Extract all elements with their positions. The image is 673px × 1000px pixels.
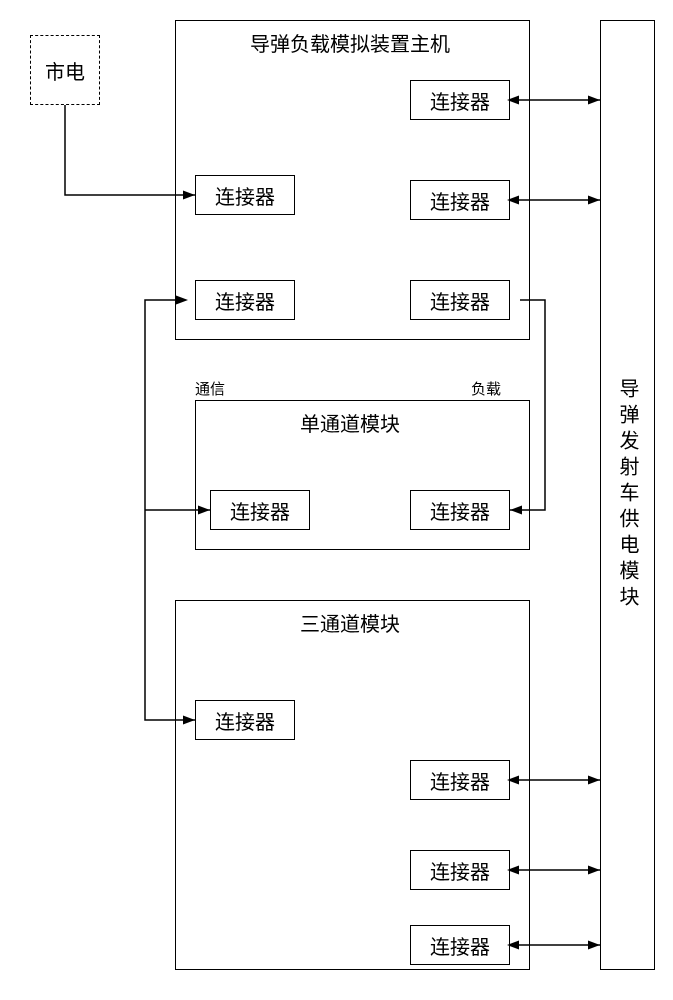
host-conn-right-bot: 连接器	[410, 280, 510, 320]
single-conn-right: 连接器	[410, 490, 510, 530]
triple-conn-right-bot: 连接器	[410, 925, 510, 965]
triple-conn-left: 连接器	[195, 700, 295, 740]
power-module-label: 导弹发射车供电模块	[613, 378, 642, 612]
host-conn-left-bot: 连接器	[195, 280, 295, 320]
triple-conn-right-top: 连接器	[410, 760, 510, 800]
host-conn-left-bot-label: 连接器	[215, 286, 275, 315]
triple-conn-right-mid-label: 连接器	[430, 856, 490, 885]
host-conn-right-bot-label: 连接器	[430, 286, 490, 315]
single-conn-right-label: 连接器	[430, 496, 490, 525]
triple-conn-right-bot-label: 连接器	[430, 931, 490, 960]
power-module-box: 导弹发射车供电模块	[600, 20, 655, 970]
triple-conn-right-top-label: 连接器	[430, 766, 490, 795]
single-conn-left: 连接器	[210, 490, 310, 530]
host-title: 导弹负载模拟装置主机	[250, 28, 450, 57]
host-conn-right-top: 连接器	[410, 80, 510, 120]
single-conn-left-label: 连接器	[230, 496, 290, 525]
mains-box: 市电	[30, 35, 100, 105]
host-conn-left-mid-label: 连接器	[215, 181, 275, 210]
triple-title: 三通道模块	[300, 608, 400, 637]
mains-label: 市电	[45, 56, 85, 85]
triple-conn-right-mid: 连接器	[410, 850, 510, 890]
host-conn-right-top-label: 连接器	[430, 86, 490, 115]
triple-conn-left-label: 连接器	[215, 706, 275, 735]
anno-comm: 通信	[195, 378, 225, 399]
anno-load: 负载	[471, 378, 501, 399]
host-conn-right-mid: 连接器	[410, 180, 510, 220]
host-conn-right-mid-label: 连接器	[430, 186, 490, 215]
single-title: 单通道模块	[300, 408, 400, 437]
host-conn-left-mid: 连接器	[195, 175, 295, 215]
